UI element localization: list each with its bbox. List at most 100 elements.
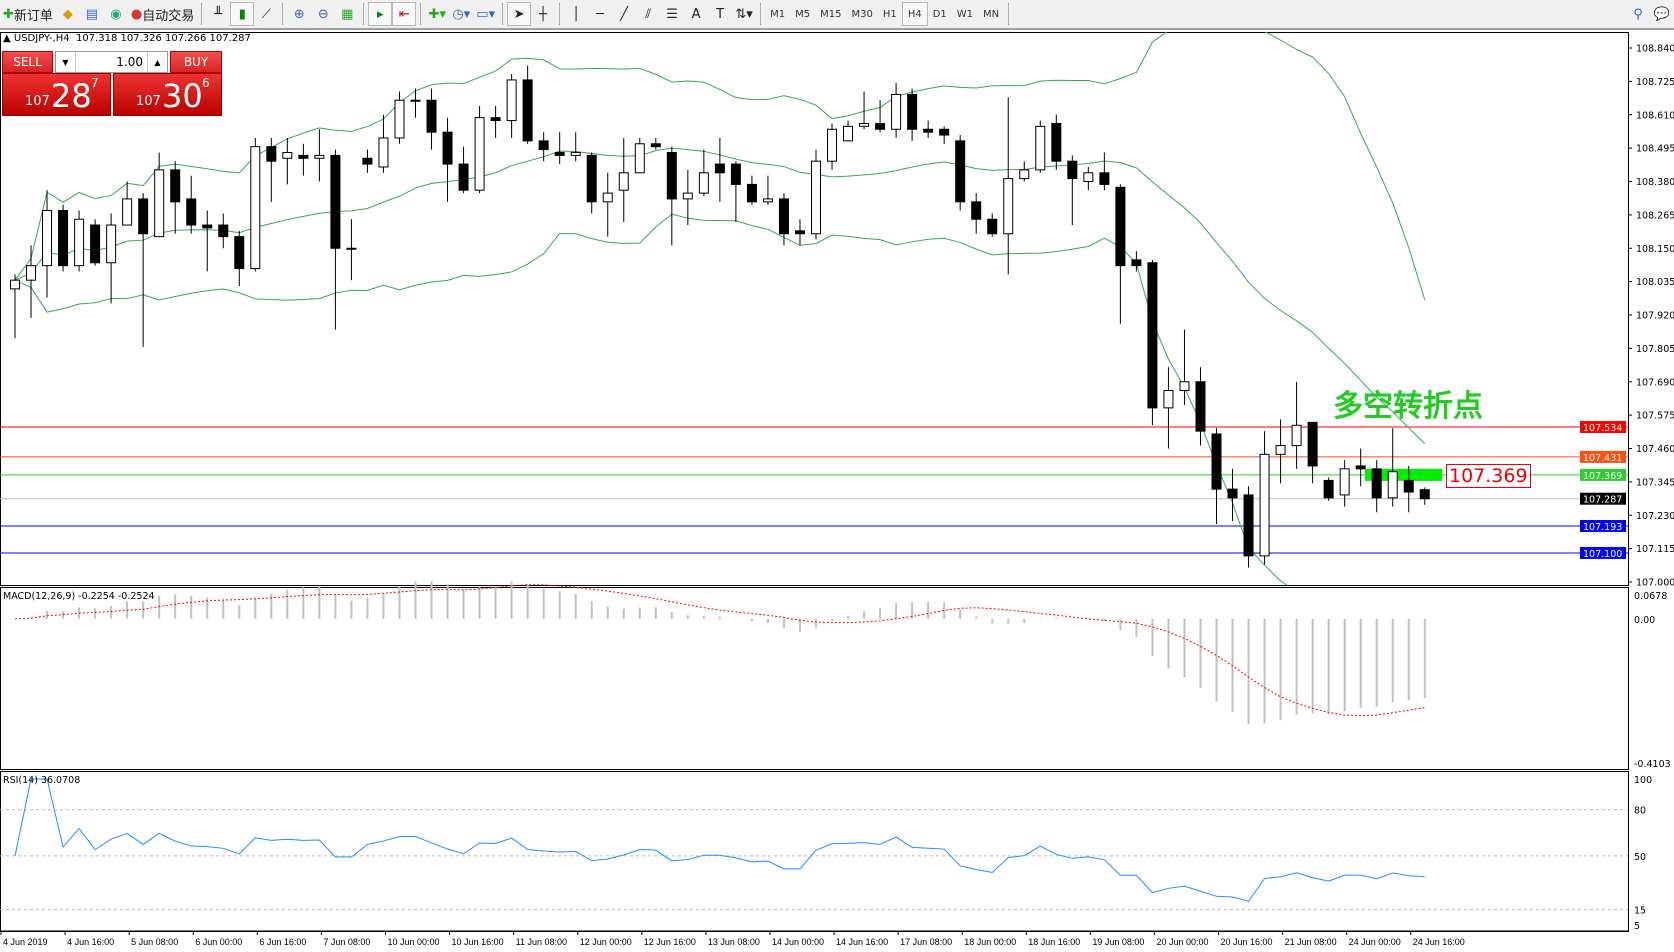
candle: [1243, 486, 1254, 568]
auto-trading-button[interactable]: ● 自动交易: [130, 6, 195, 24]
candle-body: [618, 172, 629, 191]
timeframe-d1[interactable]: D1: [932, 8, 947, 20]
candle: [746, 175, 757, 205]
navigator-button[interactable]: ▤: [80, 2, 104, 26]
buy-price-big: 30: [162, 77, 203, 115]
candle-body: [250, 146, 261, 270]
periods-button[interactable]: ◷▾: [449, 2, 473, 26]
arrows-button[interactable]: ⇅▾: [732, 2, 756, 26]
buy-price[interactable]: 107 30 6: [113, 73, 222, 116]
divider: [201, 3, 203, 25]
candle: [90, 219, 101, 266]
chart-shift-button[interactable]: ⇤: [392, 2, 417, 26]
tile-windows-button[interactable]: ▦: [335, 2, 359, 26]
candle: [1339, 460, 1350, 507]
lot-size-input[interactable]: ▼ 1.00 ▲: [55, 51, 168, 73]
trendline-icon: ╱: [620, 6, 628, 22]
templates-button[interactable]: ▭▾: [473, 2, 498, 26]
candle-body: [634, 143, 645, 174]
candle-body: [939, 128, 950, 136]
search-button[interactable]: ⚲: [1626, 2, 1650, 26]
vertical-line-button[interactable]: │: [564, 2, 588, 26]
signals-button[interactable]: ◉: [104, 2, 128, 26]
price-tick-label: 107.115: [1636, 544, 1674, 555]
price-tick-label: 108.725: [1636, 77, 1674, 88]
lot-decrease-button[interactable]: ▼: [56, 52, 76, 72]
timeframe-w1[interactable]: W1: [956, 8, 974, 20]
candle: [394, 91, 405, 144]
candle-body: [10, 279, 20, 290]
candle-body: [1179, 381, 1190, 391]
candlestick-button[interactable]: ▮: [230, 2, 255, 26]
bar-chart-button[interactable]: ╨: [206, 2, 230, 26]
time-tick-label: 12 Jun 00:00: [580, 937, 632, 947]
horizontal-line-button[interactable]: ─: [588, 2, 612, 26]
auto-scroll-button[interactable]: ▸: [368, 2, 393, 26]
candle: [458, 146, 469, 194]
zoom-out-button[interactable]: ⊖: [311, 2, 335, 26]
text-label-button[interactable]: T: [708, 2, 732, 26]
sell-button[interactable]: SELL: [2, 51, 53, 73]
line-chart-button[interactable]: ⟋: [254, 2, 278, 26]
time-tick-label: 14 Jun 00:00: [772, 937, 824, 947]
macd-label: MACD(12,26,9) -0.2254 -0.2524: [3, 591, 155, 602]
candle: [570, 132, 581, 162]
crosshair-button[interactable]: ┼: [531, 2, 555, 26]
buy-button[interactable]: BUY: [170, 51, 222, 73]
candle-body: [378, 137, 389, 168]
candle-body: [1083, 172, 1094, 182]
chart-canvas[interactable]: 108.840 108.725 108.610 108.495 108.380 108.2…: [0, 30, 1674, 952]
price-level-tag: [1580, 421, 1626, 434]
market-watch-button[interactable]: ◆: [56, 2, 80, 26]
sell-price[interactable]: 107 28 7: [2, 73, 111, 116]
text-label-icon: T: [716, 6, 725, 22]
timeframe-m5[interactable]: M5: [795, 8, 811, 20]
chart-header: ▲ USDJPY-,H4 107.318 107.326 107.266 107…: [3, 33, 251, 44]
trendline-button[interactable]: ╱: [612, 2, 636, 26]
new-order-button[interactable]: ✚ 新订单: [3, 6, 53, 24]
text-icon: A: [691, 6, 701, 22]
price-tick-label: 107.345: [1636, 477, 1674, 488]
new-order-icon: ✚: [3, 6, 14, 22]
time-tick-label: 21 Jun 08:00: [1285, 937, 1337, 947]
price-tick-label: 108.150: [1636, 244, 1674, 255]
candle: [762, 175, 773, 205]
lot-value[interactable]: 1.00: [116, 55, 143, 69]
candle: [330, 149, 341, 330]
chat-button[interactable]: 💬: [1650, 2, 1674, 26]
time-tick-label: 17 Jun 08:00: [900, 937, 952, 947]
candle-body: [234, 236, 245, 270]
text-button[interactable]: A: [684, 2, 708, 26]
indicators-button[interactable]: ✚▾: [425, 2, 449, 26]
candle-body: [202, 224, 213, 229]
candle-body: [138, 198, 149, 235]
lot-increase-button[interactable]: ▲: [147, 52, 167, 72]
time-tick-label: 10 Jun 00:00: [387, 937, 439, 947]
zoom-in-button[interactable]: ⊕: [287, 2, 311, 26]
candle: [250, 137, 261, 272]
timeframe-m1[interactable]: M1: [770, 8, 786, 20]
fibonacci-button[interactable]: ☰: [660, 2, 684, 26]
timeframe-mn[interactable]: MN: [983, 8, 1000, 20]
equidistant-channel-button[interactable]: ⫽: [636, 2, 660, 26]
bar-chart-icon: ╨: [214, 6, 223, 22]
candle-body: [218, 224, 229, 238]
price-tick-label: 107.460: [1636, 444, 1674, 455]
time-tick-label: 13 Jun 08:00: [708, 937, 760, 947]
candle: [1083, 166, 1094, 191]
price-tick-label: 108.840: [1636, 44, 1674, 55]
timeframe-h1[interactable]: H1: [882, 8, 897, 20]
candle-body: [106, 224, 117, 264]
timeframe-m15[interactable]: M15: [820, 8, 842, 20]
candle-body: [90, 224, 101, 264]
timeframe-h4[interactable]: H4: [901, 2, 928, 26]
candle-body: [154, 169, 165, 238]
signal-icon: ◉: [110, 6, 122, 22]
candle: [1147, 259, 1158, 426]
cursor-button[interactable]: ➤: [507, 2, 532, 26]
price-tick-label: 108.495: [1636, 144, 1674, 155]
candle-body: [522, 79, 533, 142]
timeframe-bar: M1 M5 M15 M30 H1 H4 D1 W1 MN: [765, 2, 1004, 26]
timeframe-m30[interactable]: M30: [851, 8, 873, 20]
candle-body: [458, 163, 469, 191]
